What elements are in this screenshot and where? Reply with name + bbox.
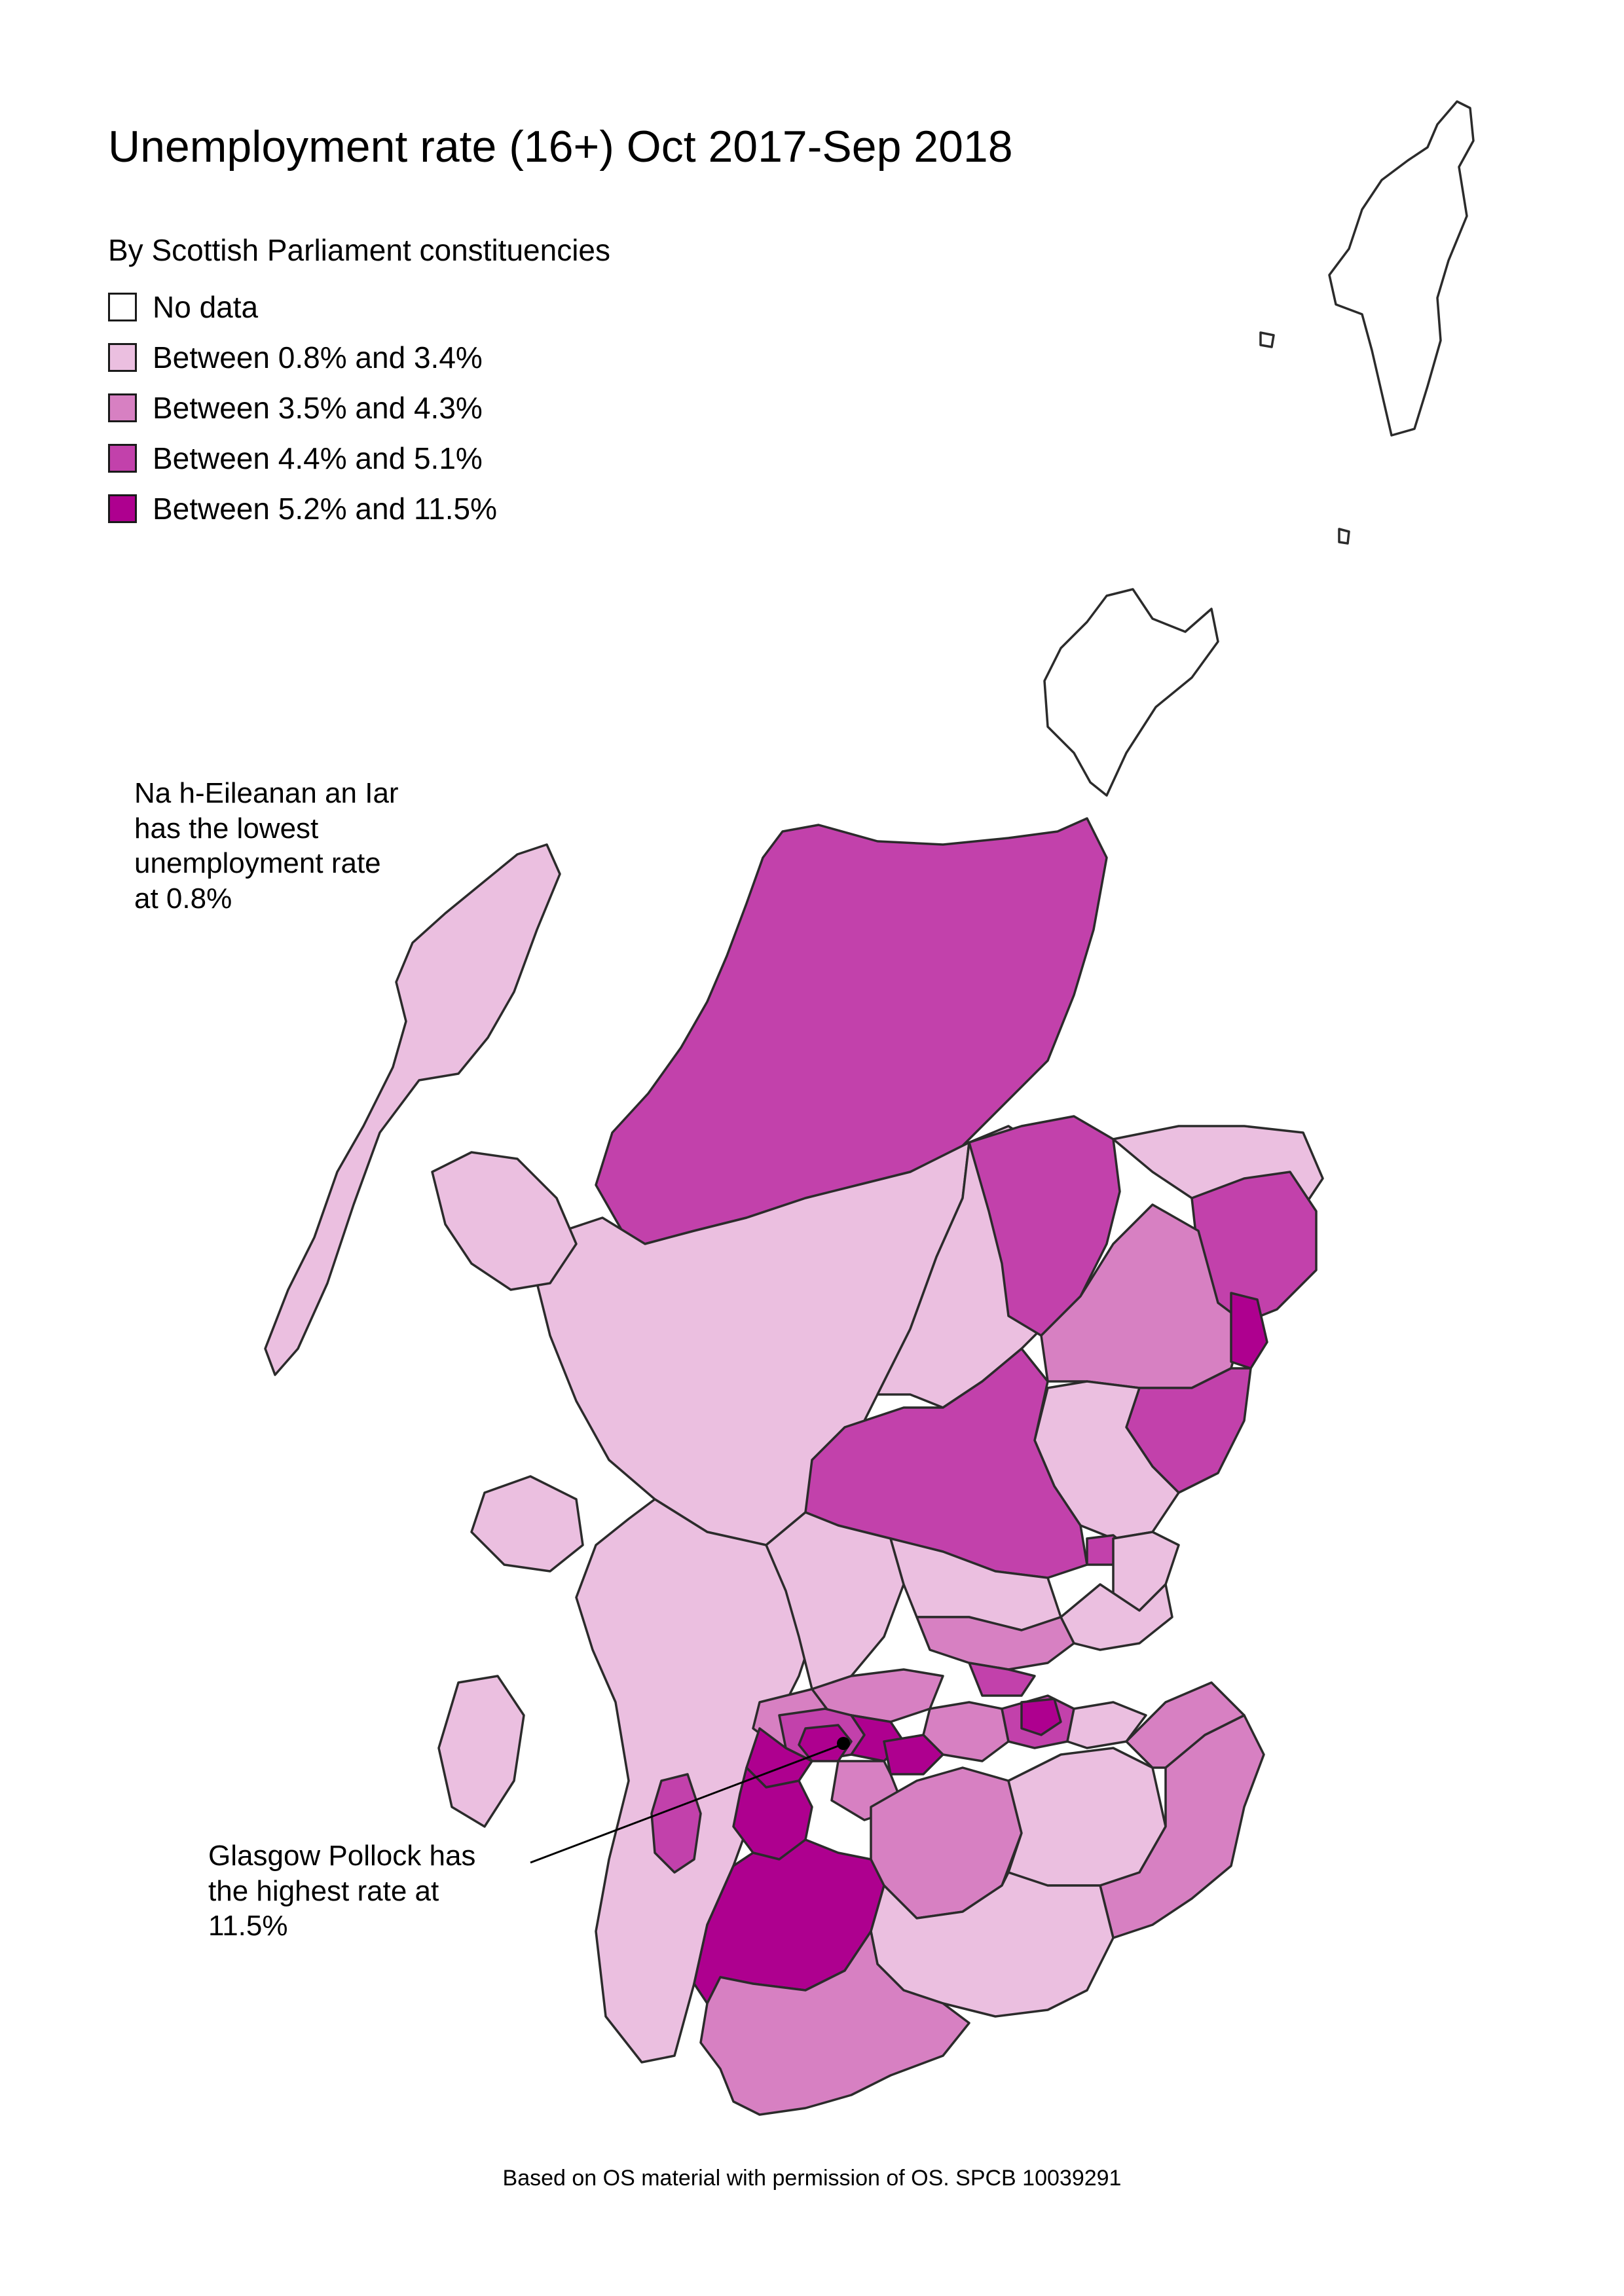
legend-item-no-data: No data: [108, 282, 497, 332]
region-islay-jura: [437, 1675, 525, 1828]
region-stirling: [765, 1511, 905, 1690]
legend-label-band-4: Between 5.2% and 11.5%: [153, 491, 497, 526]
legend-swatch-band-3: [108, 443, 137, 473]
region-mull: [470, 1475, 584, 1573]
region-edinburgh-east: [1020, 1698, 1062, 1736]
lowest-rate-annotation: Na h-Eileanan an Iar has the lowest unem…: [134, 776, 399, 917]
fair-isle: [1338, 528, 1350, 545]
legend-swatch-band-1: [108, 342, 137, 372]
lowest-annotation-line-4: at 0.8%: [134, 883, 232, 915]
region-ettrick-roxburgh: [1099, 1714, 1265, 1939]
region-dunfermline: [968, 1662, 1036, 1697]
legend-swatch-no-data: [108, 292, 137, 321]
region-aberdeen-central: [1230, 1292, 1268, 1370]
highest-rate-annotation: Glasgow Pollock has the highest rate at …: [208, 1838, 475, 1944]
highest-annotation-line-3: 11.5%: [208, 1910, 288, 1942]
region-motherwell: [883, 1734, 944, 1776]
lowest-annotation-line-1: Na h-Eileanan an Iar: [134, 777, 399, 809]
region-na-h-eileanan-an-iar: [264, 843, 561, 1376]
legend-label-no-data: No data: [153, 289, 259, 324]
region-fife-north-east: [1060, 1583, 1173, 1651]
region-fife-mid: [915, 1616, 1075, 1671]
shetland-islands: [1328, 100, 1475, 437]
legend-item-band-4: Between 5.2% and 11.5%: [108, 483, 497, 534]
legend-label-band-2: Between 3.5% and 4.3%: [153, 390, 483, 425]
legend: No data Between 0.8% and 3.4% Between 3.…: [108, 282, 497, 534]
legend-swatch-band-2: [108, 393, 137, 422]
map-title: Unemployment rate (16+) Oct 2017-Sep 201…: [108, 122, 1013, 172]
region-galloway-west-dumfries: [699, 1930, 970, 2116]
legend-subtitle: By Scottish Parliament constituencies: [108, 233, 611, 267]
legend-swatch-band-4: [108, 494, 137, 523]
legend-label-band-3: Between 4.4% and 5.1%: [153, 441, 483, 475]
highest-annotation-leader: [530, 1743, 842, 1864]
map-attribution: Based on OS material with permission of …: [502, 2166, 1122, 2191]
legend-item-band-2: Between 3.5% and 4.3%: [108, 382, 497, 433]
lowest-annotation-line-2: has the lowest: [134, 812, 319, 845]
legend-item-band-3: Between 4.4% and 5.1%: [108, 433, 497, 483]
foula: [1259, 331, 1275, 348]
orkney-islands: [1043, 588, 1219, 797]
lowest-annotation-line-3: unemployment rate: [134, 847, 381, 880]
region-berwickshire: [1125, 1681, 1246, 1769]
glasgow-pollock-marker: [837, 1737, 850, 1750]
legend-item-band-1: Between 0.8% and 3.4%: [108, 332, 497, 382]
region-midlothian-tweeddale: [1007, 1747, 1167, 1887]
region-arran: [650, 1773, 702, 1874]
legend-label-band-1: Between 0.8% and 3.4%: [153, 340, 483, 374]
region-skye-island: [431, 1151, 578, 1291]
highest-annotation-line-2: the highest rate at: [208, 1874, 439, 1907]
region-moray: [968, 1115, 1121, 1337]
highest-annotation-line-1: Glasgow Pollock has: [208, 1840, 476, 1872]
